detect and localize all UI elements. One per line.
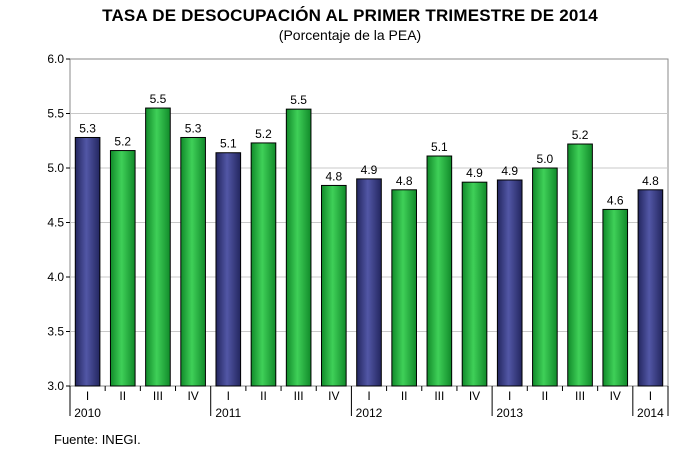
bar xyxy=(567,143,593,387)
year-label: 2012 xyxy=(356,406,383,420)
x-tick-label: II xyxy=(260,389,267,403)
x-tick-label: I xyxy=(367,389,370,403)
bar xyxy=(321,184,347,387)
value-label: 4.6 xyxy=(607,193,624,207)
bar xyxy=(285,108,312,387)
bar xyxy=(180,136,206,387)
value-label: 5.1 xyxy=(220,137,237,151)
y-tick-label: 5.5 xyxy=(47,107,64,121)
value-label: 4.9 xyxy=(501,164,518,178)
bars xyxy=(74,107,664,387)
bar xyxy=(461,181,488,387)
x-tick-label: III xyxy=(153,389,163,403)
y-tick-label: 3.0 xyxy=(47,379,64,393)
x-tick-label: I xyxy=(86,389,89,403)
y-tick-label: 3.5 xyxy=(47,325,64,339)
bar xyxy=(637,189,664,387)
x-tick-label: I xyxy=(649,389,652,403)
year-label: 2014 xyxy=(637,406,664,420)
value-label: 4.8 xyxy=(325,169,342,183)
bar xyxy=(391,189,417,387)
value-label: 4.8 xyxy=(642,174,659,188)
value-label: 5.3 xyxy=(185,121,202,135)
value-label: 5.2 xyxy=(255,127,272,141)
source-note: Fuente: INEGI. xyxy=(54,432,141,447)
x-tick-label: III xyxy=(575,389,585,403)
year-label: 2011 xyxy=(215,406,241,420)
y-tick-label: 4.5 xyxy=(47,216,64,230)
bar xyxy=(74,136,101,387)
bar xyxy=(426,155,453,387)
x-tick-label: III xyxy=(434,389,444,403)
bar xyxy=(532,167,558,387)
value-label: 5.2 xyxy=(114,135,131,149)
value-label: 4.9 xyxy=(361,163,378,177)
value-label: 5.5 xyxy=(290,93,307,107)
x-tick-label: II xyxy=(542,389,549,403)
x-tick-label: I xyxy=(227,389,230,403)
value-label: 5.5 xyxy=(150,92,167,106)
value-label: 5.2 xyxy=(572,128,589,142)
y-axis: 3.0 3.5 4.0 4.5 5.0 5.5 6.0 xyxy=(47,52,70,393)
x-tick-label: IV xyxy=(469,389,480,403)
x-tick-label: IV xyxy=(328,389,339,403)
y-tick-label: 5.0 xyxy=(47,161,64,175)
y-tick-label: 4.0 xyxy=(47,270,64,284)
value-label: 5.0 xyxy=(537,152,554,166)
x-tick-label: III xyxy=(294,389,304,403)
value-label: 4.9 xyxy=(466,166,483,180)
x-tick-label: IV xyxy=(187,389,198,403)
bar xyxy=(356,178,382,387)
bar xyxy=(215,152,242,387)
bar xyxy=(109,150,136,387)
value-labels: 5.3 5.2 5.5 5.3 5.1 5.2 5.5 4.8 4.9 4.8 5.1 4.9 4.9 5… xyxy=(79,92,659,207)
value-label: 5.1 xyxy=(431,140,448,154)
value-label: 5.3 xyxy=(79,121,96,135)
chart-title: TASA DE DESOCUPACIÓN AL PRIMER TRIMESTRE… xyxy=(102,6,598,25)
y-tick-label: 6.0 xyxy=(47,52,64,66)
bar xyxy=(496,179,523,387)
year-label: 2013 xyxy=(496,406,523,420)
x-tick-label: II xyxy=(401,389,408,403)
chart-subtitle: (Porcentaje de la PEA) xyxy=(278,27,422,43)
value-label: 4.8 xyxy=(396,174,413,188)
year-label: 2010 xyxy=(74,406,101,420)
bar xyxy=(145,107,171,387)
bar xyxy=(250,142,277,387)
x-tick-label: IV xyxy=(610,389,621,403)
x-tick-label: II xyxy=(119,389,126,403)
x-tick-label: I xyxy=(508,389,511,403)
bar xyxy=(602,208,629,387)
